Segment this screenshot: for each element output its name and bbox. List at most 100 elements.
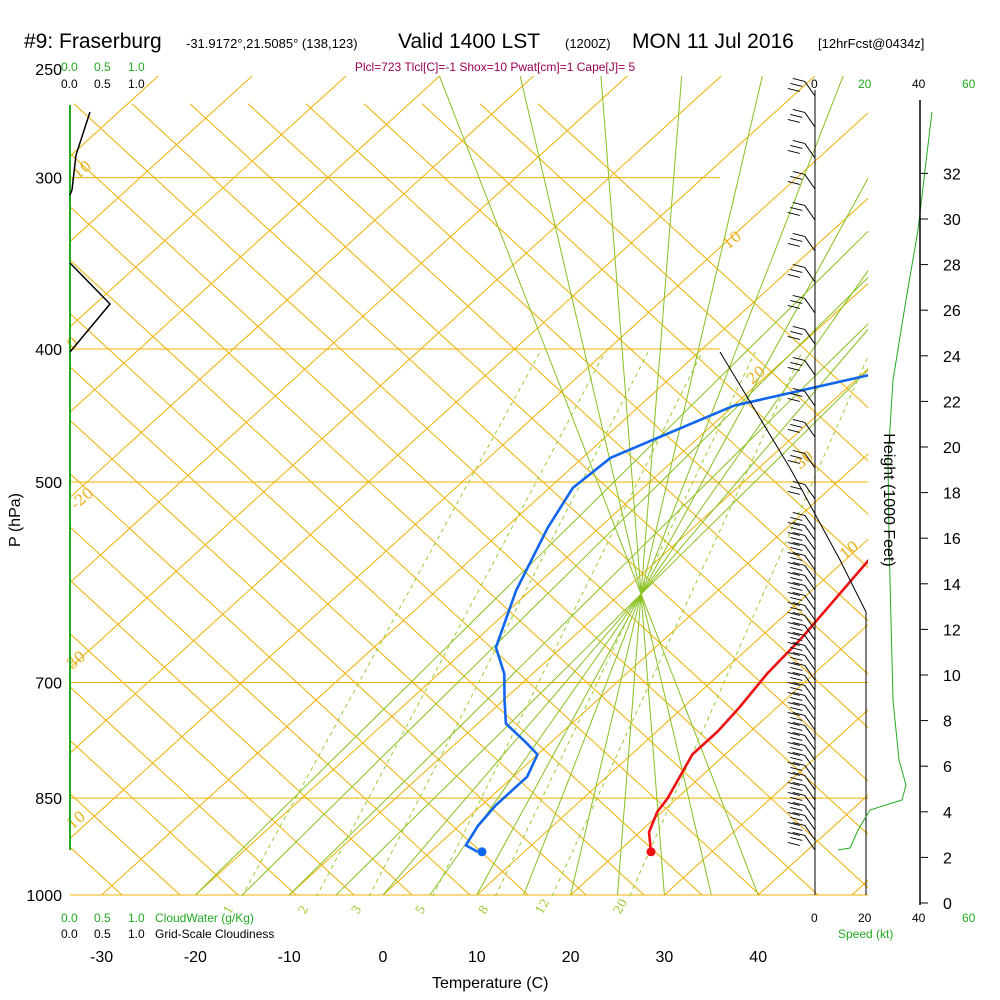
wind-barb-flag [792, 418, 805, 423]
wind-barb-flag [790, 392, 803, 397]
moist-adiabat-line [241, 276, 868, 896]
height-tick-label: 6 [943, 759, 952, 776]
wind-barb-flag [792, 325, 805, 330]
sounding-series [464, 373, 868, 857]
wind-barb [804, 205, 816, 221]
wind-barb-flag [792, 232, 805, 237]
cloud-scale-bottom-green-1: 0.5 [94, 911, 111, 925]
wind-barb-flag [787, 591, 800, 596]
isotherm-line [570, 623, 868, 896]
wind-barb-flag [787, 541, 800, 546]
cloud-scale-bottom-green-2: 1.0 [128, 911, 145, 925]
wind-barb-flag [787, 761, 800, 766]
isotherm-line [946, 69, 1000, 895]
wind-barb-flag [787, 751, 800, 756]
params-line: Plcl=723 Tlcl[C]=-1 Shox=10 Pwat[cm]=1 C… [355, 60, 636, 74]
wind-barb-flag [790, 786, 803, 791]
wind-barb [804, 174, 816, 190]
wind-barb [804, 635, 816, 651]
hodograph-boundary [719, 351, 867, 895]
wind-barb-flag [790, 361, 803, 366]
height-axis-label: Height (1000 Feet) [880, 433, 897, 566]
wind-barb-flag [787, 87, 800, 92]
wind-barb [804, 236, 816, 252]
wind-barb-flag [790, 82, 803, 87]
wind-barb-flag [787, 701, 800, 706]
wind-barb-flag [787, 821, 800, 826]
x-tick-label: 10 [468, 949, 486, 966]
mixing-ratio-line [368, 351, 649, 896]
wind-barb-flag [790, 576, 803, 581]
wind-barbs [787, 77, 816, 851]
wind-barb-flag [787, 581, 800, 586]
wind-barb [804, 745, 816, 761]
wind-barb [804, 453, 816, 469]
wind-barb-flag [792, 263, 805, 268]
wind-barb [804, 655, 816, 671]
wind-barb [804, 143, 816, 159]
wind-barb-flag [790, 746, 803, 751]
wind-barb [804, 765, 816, 781]
wind-barb-flag [787, 601, 800, 606]
forecast-info: [12hrFcst@0434z] [818, 36, 924, 51]
wind-barb-flag [787, 831, 800, 836]
wind-barb-flag [792, 681, 805, 686]
wind-barb-flag [792, 511, 805, 516]
wind-barb-flag [787, 721, 800, 726]
wind-barb [804, 775, 816, 791]
wind-barb-flag [792, 781, 805, 786]
wind-barb-flag [792, 651, 805, 656]
isotherm-line [70, 76, 441, 413]
wind-barb-flag [787, 681, 800, 686]
mixing-ratio-label: 8 [475, 903, 491, 917]
wind-barb-flag [792, 77, 805, 82]
cloud-scale-top-black-0: 0.0 [61, 77, 78, 91]
pressure-tick-label: 700 [35, 675, 62, 692]
dry-adiabat-line [131, 103, 868, 782]
wind-barb-flag [792, 751, 805, 756]
speed-label: Speed (kt) [838, 927, 893, 941]
speed-top-black-2: 40 [912, 77, 926, 91]
wind-barb [804, 795, 816, 811]
wind-barb-flag [790, 836, 803, 841]
wind-barb-flag [787, 621, 800, 626]
wind-speed-profile [837, 111, 933, 851]
mixing-ratio-line [316, 351, 606, 896]
wind-barb-flag [790, 686, 803, 691]
wind-barb-flag [787, 459, 800, 464]
wind-barb-flag [787, 641, 800, 646]
wind-barb-flag [792, 831, 805, 836]
dewpoint-line [464, 373, 868, 853]
wind-barb [804, 825, 816, 841]
wind-barb [804, 695, 816, 711]
wind-barb [804, 835, 816, 851]
wind-barb-flag [792, 480, 805, 485]
isotherm-label: -20 [67, 484, 97, 513]
wind-barb-flag [790, 666, 803, 671]
wind-barb [804, 575, 816, 591]
dry-adiabat-line [70, 366, 645, 896]
wind-barb [804, 595, 816, 611]
utc-time: (1200Z) [565, 36, 611, 51]
wind-barb-flag [790, 144, 803, 149]
wind-barb-flag [790, 516, 803, 521]
surface-temperature-dot [646, 847, 656, 857]
pressure-tick-label: 250 [35, 62, 62, 79]
speed-top-black-0: 0 [811, 77, 818, 91]
cloud-scale-bottom-black-2: 1.0 [128, 927, 145, 941]
surface-dewpoint-dot [477, 847, 487, 857]
wind-barb-flag [787, 180, 800, 185]
wind-barb [804, 535, 816, 551]
wind-barb-flag [787, 242, 800, 247]
isotherm-line [70, 76, 629, 584]
speed-top-green-2: 60 [962, 77, 976, 91]
wind-barb-flag [787, 691, 800, 696]
cloud-scale-bottom-black-0: 0.0 [61, 927, 78, 941]
wind-barb [804, 545, 816, 561]
height-tick-label: 30 [943, 212, 961, 229]
wind-barb-flag [787, 791, 800, 796]
dry-adiabat-line [70, 206, 819, 896]
wind-barb [804, 705, 816, 721]
wind-barb-flag [787, 273, 800, 278]
dry-adiabat-line [363, 103, 868, 569]
